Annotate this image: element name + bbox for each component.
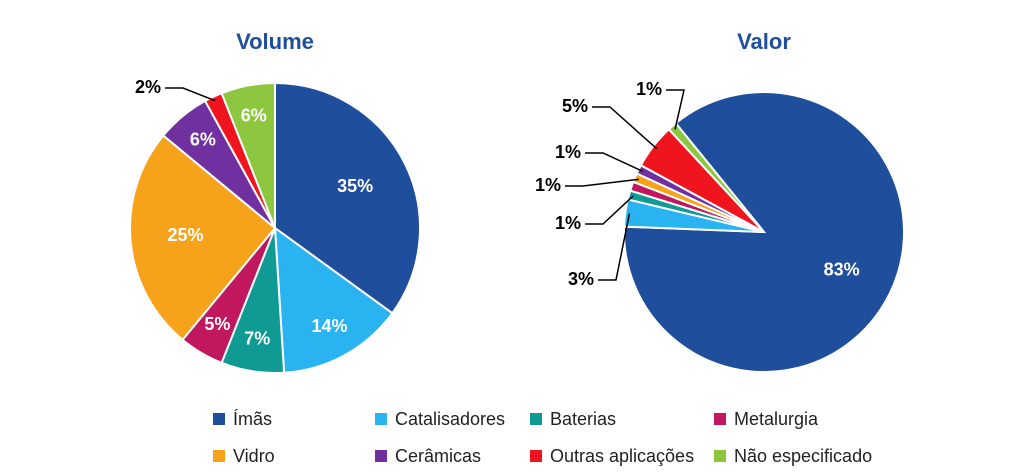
legend-swatch xyxy=(714,450,726,462)
legend-swatch xyxy=(714,413,726,425)
legend-swatch xyxy=(213,413,225,425)
data-label: 6% xyxy=(241,106,267,126)
data-label: 3% xyxy=(568,269,594,289)
chart-title: Volume xyxy=(236,29,314,54)
legend-label: Metalurgia xyxy=(734,409,819,429)
legend-label: Não especificado xyxy=(734,446,872,466)
legend-label: Vidro xyxy=(233,446,275,466)
leader-line xyxy=(598,213,631,281)
legend-swatch xyxy=(530,413,542,425)
data-label: 35% xyxy=(337,176,373,196)
pie-slice xyxy=(274,81,421,315)
pie-slice xyxy=(129,134,277,342)
legend-swatch xyxy=(213,450,225,462)
data-label: 2% xyxy=(135,77,161,97)
data-label: 1% xyxy=(636,79,662,99)
pie-slice xyxy=(273,225,394,374)
legend-swatch xyxy=(530,450,542,462)
leader-line xyxy=(592,106,658,150)
data-label: 25% xyxy=(167,225,203,245)
data-label: 14% xyxy=(311,316,347,336)
leader-line xyxy=(666,89,685,130)
data-label: 83% xyxy=(824,260,860,280)
data-label: 5% xyxy=(562,96,588,116)
legend-label: Catalisadores xyxy=(395,409,505,429)
legend-label: Baterias xyxy=(550,409,616,429)
legend-swatch xyxy=(375,413,387,425)
leader-line xyxy=(165,87,216,102)
data-label: 1% xyxy=(535,175,561,195)
chart-title: Valor xyxy=(737,29,791,54)
leader-line xyxy=(585,152,643,172)
data-label: 1% xyxy=(555,142,581,162)
data-label: 1% xyxy=(555,213,581,233)
data-label: 6% xyxy=(190,130,216,150)
legend-label: Outras aplicações xyxy=(550,446,694,466)
legend-label: Cerâmicas xyxy=(395,446,481,466)
data-label: 5% xyxy=(204,314,230,334)
leader-line xyxy=(585,195,634,225)
data-label: 7% xyxy=(244,328,270,348)
legend-swatch xyxy=(375,450,387,462)
pie-slice xyxy=(220,81,276,229)
legend-label: Ímãs xyxy=(233,409,272,429)
leader-line xyxy=(565,178,639,187)
